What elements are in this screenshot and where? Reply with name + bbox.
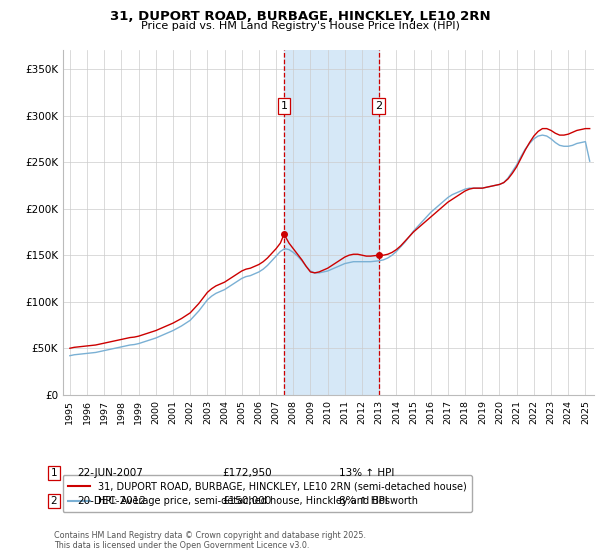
Text: 2: 2 [375, 101, 382, 111]
Bar [284, 50, 379, 395]
Text: Price paid vs. HM Land Registry's House Price Index (HPI): Price paid vs. HM Land Registry's House … [140, 21, 460, 31]
Text: 31, DUPORT ROAD, BURBAGE, HINCKLEY, LE10 2RN: 31, DUPORT ROAD, BURBAGE, HINCKLEY, LE10… [110, 10, 490, 23]
Legend: 31, DUPORT ROAD, BURBAGE, HINCKLEY, LE10 2RN (semi-detached house), HPI: Average: 31, DUPORT ROAD, BURBAGE, HINCKLEY, LE10… [62, 475, 472, 512]
Text: £172,950: £172,950 [222, 468, 272, 478]
Text: 1: 1 [50, 468, 58, 478]
Text: Contains HM Land Registry data © Crown copyright and database right 2025.
This d: Contains HM Land Registry data © Crown c… [54, 530, 366, 550]
Text: 2: 2 [50, 496, 58, 506]
Text: 13% ↑ HPI: 13% ↑ HPI [339, 468, 394, 478]
Text: 20-DEC-2012: 20-DEC-2012 [77, 496, 146, 506]
Text: £150,000: £150,000 [222, 496, 271, 506]
Text: 22-JUN-2007: 22-JUN-2007 [77, 468, 143, 478]
Text: 1: 1 [281, 101, 287, 111]
Text: 8% ↑ HPI: 8% ↑ HPI [339, 496, 388, 506]
